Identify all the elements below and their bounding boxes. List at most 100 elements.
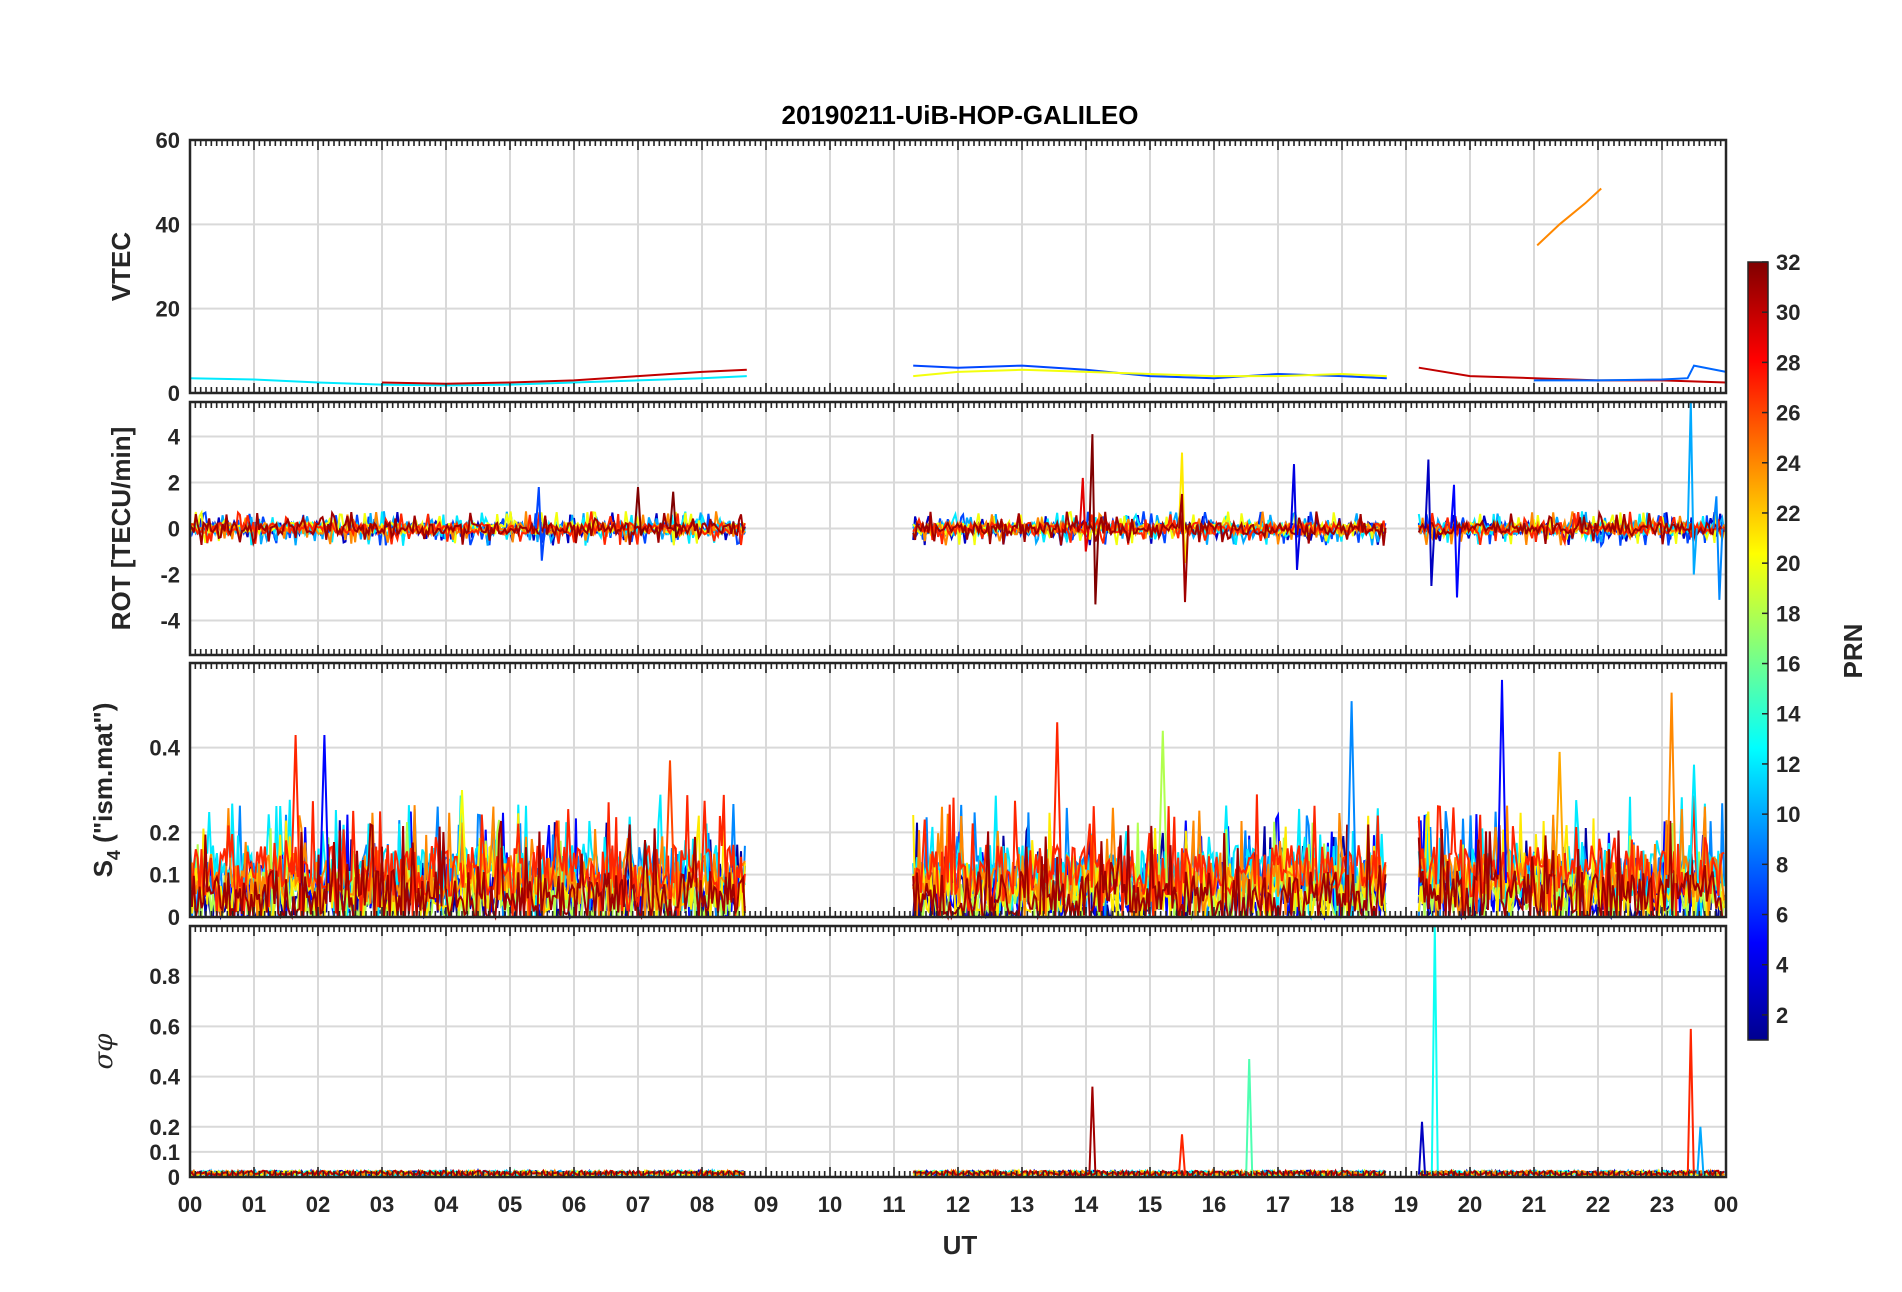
colorbar-tick-label: 10 bbox=[1776, 802, 1800, 827]
x-tick-label: 00 bbox=[178, 1192, 202, 1217]
colorbar-tick-label: 28 bbox=[1776, 350, 1800, 375]
sigma-spike bbox=[1686, 1028, 1695, 1175]
y-tick-label: 0 bbox=[168, 517, 180, 542]
colorbar-tick-label: 6 bbox=[1776, 903, 1788, 928]
y-tick-labels: 0 20 40 60 bbox=[156, 128, 180, 406]
vtec-series bbox=[1418, 366, 1727, 384]
colorbar-tick-label: 4 bbox=[1776, 953, 1789, 978]
y-tick-label: 0.4 bbox=[149, 1065, 180, 1090]
x-axis-label: UT bbox=[943, 1230, 978, 1260]
sigma-spike bbox=[1178, 1134, 1186, 1175]
x-tick-label: 17 bbox=[1266, 1192, 1290, 1217]
x-tick-label: 12 bbox=[946, 1192, 970, 1217]
s4-spike bbox=[1666, 692, 1677, 884]
rot-spike bbox=[1424, 459, 1436, 587]
x-tick-label: 23 bbox=[1650, 1192, 1674, 1217]
x-tick-label: 18 bbox=[1330, 1192, 1354, 1217]
x-tick-label: 10 bbox=[818, 1192, 842, 1217]
y-tick-label: 0 bbox=[168, 905, 180, 930]
vtec-series bbox=[913, 368, 1387, 378]
x-tick-label: 07 bbox=[626, 1192, 650, 1217]
rot-spike bbox=[1450, 484, 1461, 598]
rot-spike bbox=[1088, 434, 1100, 605]
y-tick-label: 2 bbox=[168, 471, 180, 496]
rot-spike bbox=[669, 491, 681, 539]
prn-trace bbox=[189, 510, 746, 546]
x-tick-labels: 00 01 02 03 04 05 06 07 08 09 10 11 12 13 14 15 16 17 18 19… bbox=[178, 1192, 1738, 1217]
x-tick-label: 15 bbox=[1138, 1192, 1162, 1217]
s4-spike bbox=[1497, 679, 1507, 884]
s4-spike bbox=[1052, 722, 1063, 884]
s4-spike bbox=[1554, 751, 1565, 884]
y-tick-label: 0.1 bbox=[149, 863, 180, 888]
y-axis-label: S4 ("ism.mat") bbox=[88, 703, 124, 878]
panel-rot: -4 -2 0 2 4 ROT [TECU/min] bbox=[106, 400, 1728, 657]
axis-ticks bbox=[189, 663, 1727, 917]
colorbar-label: PRN bbox=[1838, 624, 1868, 679]
s4-spike bbox=[1346, 701, 1357, 884]
rot-spike bbox=[634, 487, 645, 536]
prn-trace bbox=[912, 511, 1387, 546]
panel-vtec: 0 20 40 60 VTEC bbox=[106, 128, 1728, 406]
x-tick-label: 19 bbox=[1394, 1192, 1418, 1217]
sigma-spike bbox=[1088, 1086, 1097, 1175]
axis-ticks bbox=[189, 926, 1727, 1177]
axis-ticks bbox=[189, 402, 1727, 655]
y-tick-label: 4 bbox=[168, 425, 181, 450]
y-tick-label: 60 bbox=[156, 128, 180, 153]
rot-spike bbox=[534, 487, 546, 561]
y-tick-labels: -4 -2 0 2 4 bbox=[160, 425, 180, 634]
colorbar-tick-label: 16 bbox=[1776, 652, 1800, 677]
vtec-series bbox=[1534, 364, 1727, 382]
s4-spike bbox=[290, 734, 301, 884]
colorbar-tick-label: 12 bbox=[1776, 752, 1800, 777]
vtec-series bbox=[189, 375, 747, 387]
x-tick-label: 06 bbox=[562, 1192, 586, 1217]
colorbar-tick-label: 24 bbox=[1776, 451, 1801, 476]
y-tick-label: 0.2 bbox=[149, 1115, 180, 1140]
colorbar-tick-label: 26 bbox=[1776, 401, 1800, 426]
prn-trace bbox=[1417, 795, 1725, 918]
x-tick-label: 21 bbox=[1522, 1192, 1546, 1217]
colorbar-tick-label: 2 bbox=[1776, 1003, 1788, 1028]
y-tick-label: 20 bbox=[156, 297, 180, 322]
s4-spike bbox=[319, 734, 330, 884]
x-tick-label: 02 bbox=[306, 1192, 330, 1217]
y-tick-label: 40 bbox=[156, 212, 180, 237]
rot-spike bbox=[1686, 401, 1698, 575]
colorbar-tick-label: 14 bbox=[1776, 702, 1801, 727]
data-lines bbox=[189, 679, 1726, 921]
prn-trace bbox=[189, 509, 746, 548]
rot-spike bbox=[1178, 493, 1189, 603]
vtec-series bbox=[1536, 187, 1602, 247]
x-tick-label: 04 bbox=[434, 1192, 459, 1217]
sigma-spike bbox=[1418, 1121, 1426, 1175]
data-lines bbox=[189, 401, 1726, 605]
y-tick-labels: 0 0.1 0.2 0.4 bbox=[149, 736, 180, 930]
s4-spike bbox=[665, 760, 675, 884]
y-tick-label: 0 bbox=[168, 381, 180, 406]
x-tick-label: 09 bbox=[754, 1192, 778, 1217]
s4-spike bbox=[1157, 730, 1168, 884]
x-tick-label: 03 bbox=[370, 1192, 394, 1217]
x-tick-label: 22 bbox=[1586, 1192, 1610, 1217]
chart-title: 20190211-UiB-HOP-GALILEO bbox=[782, 100, 1139, 130]
sigma-spike bbox=[1696, 1126, 1705, 1175]
y-tick-label: 0.8 bbox=[149, 964, 180, 989]
colorbar-tick-label: 18 bbox=[1776, 601, 1800, 626]
prn-trace bbox=[189, 794, 746, 918]
panel-sigma_phi: 00.10.2 0.4 0.6 0.8 σφ bbox=[89, 924, 1728, 1190]
x-tick-label: 14 bbox=[1074, 1192, 1099, 1217]
y-tick-label: 0.6 bbox=[149, 1014, 180, 1039]
y-axis-label: σφ bbox=[89, 1033, 119, 1070]
colorbar-tick-label: 32 bbox=[1776, 250, 1800, 275]
y-axis-label: VTEC bbox=[106, 232, 136, 302]
x-tick-label: 00 bbox=[1714, 1192, 1738, 1217]
colorbar-tick-label: 30 bbox=[1776, 300, 1800, 325]
prn-trace bbox=[1417, 509, 1725, 545]
colorbar-tick-label: 20 bbox=[1776, 551, 1800, 576]
